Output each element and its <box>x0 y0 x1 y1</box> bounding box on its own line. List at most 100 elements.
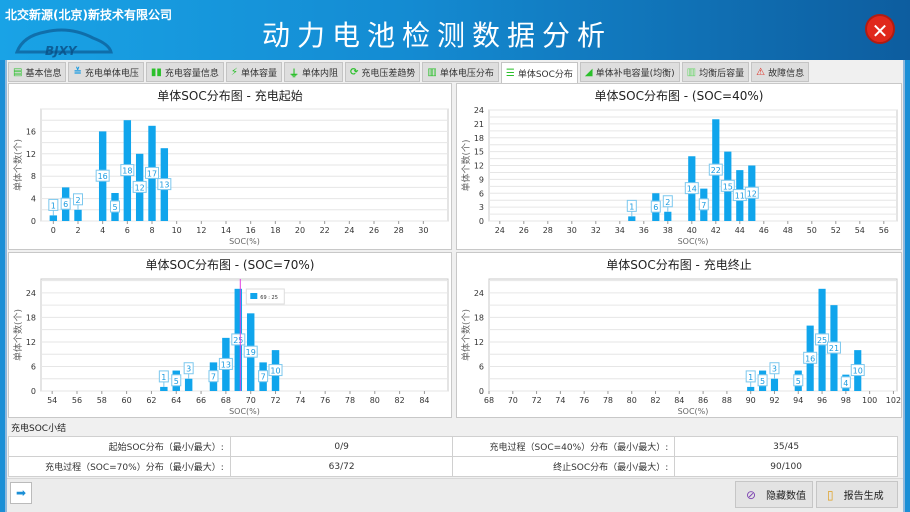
tab-label: 故障信息 <box>768 68 805 79</box>
x-tick-label: 82 <box>650 396 660 405</box>
y-tick-label: 6 <box>479 362 484 371</box>
y-tick-label: 6 <box>479 189 484 198</box>
y-tick-label: 0 <box>479 387 484 396</box>
data-label-box <box>826 341 841 354</box>
x-tick-label: 52 <box>831 226 841 235</box>
company-name: 北交新源(北京)新技术有限公司 <box>5 8 172 22</box>
generate-report-button[interactable]: ▯ 报告生成 <box>816 481 898 508</box>
x-tick-label: 42 <box>711 226 721 235</box>
x-tick-label: 92 <box>769 396 779 405</box>
data-label: 6 <box>63 200 68 209</box>
summary-value: 0/9 <box>229 436 454 457</box>
x-axis-label: SOC(%) <box>229 237 260 246</box>
data-label-box <box>850 364 865 377</box>
tab-2[interactable]: ▮▮ 充电容量信息 <box>145 62 224 82</box>
tab-4[interactable]: ⏚ 单体内阻 <box>283 62 343 82</box>
x-tick-label: 58 <box>97 396 107 405</box>
x-tick-label: 100 <box>862 396 877 405</box>
summary-key: 终止SOC分布（最小/最大）: <box>452 456 676 477</box>
chart-title: 单体SOC分布图 - 充电起始 <box>157 88 302 103</box>
x-tick-label: 62 <box>146 396 156 405</box>
tab-3[interactable]: ⚡ 单体容量 <box>225 62 282 82</box>
x-tick-label: 72 <box>531 396 541 405</box>
x-tick-label: 26 <box>369 226 379 235</box>
x-tick-label: 14 <box>221 226 231 235</box>
data-label-box <box>157 178 172 191</box>
hide-values-button[interactable]: ⊘ 隐藏数值 <box>735 481 813 508</box>
data-label: 25 <box>817 336 827 345</box>
data-label-box <box>684 182 699 195</box>
y-axis-label: 单体个数(个) <box>12 309 24 361</box>
tooltip-text: 69 : 25 <box>260 295 278 301</box>
y-tick-label: 8 <box>31 172 36 181</box>
summary-value: 35/45 <box>674 436 898 457</box>
tab-0[interactable]: ▤ 基本信息 <box>8 62 67 82</box>
x-tick-label: 54 <box>47 396 57 405</box>
tab-icon: ☰ <box>505 68 515 79</box>
tab-5[interactable]: ⟳ 充电压差趋势 <box>344 62 421 82</box>
car-logo: BJXY <box>15 28 113 58</box>
table-row: 起始SOC分布（最小/最大）: 0/9 充电过程（SOC=40%）分布（最小/最… <box>8 436 898 457</box>
x-tick-label: 24 <box>495 226 505 235</box>
y-tick-label: 6 <box>31 362 36 371</box>
y-tick-label: 4 <box>31 195 36 204</box>
data-label: 21 <box>829 344 839 353</box>
x-tick-label: 84 <box>419 396 429 405</box>
data-label: 17 <box>147 169 157 178</box>
data-label-box <box>95 169 110 182</box>
x-tick-label: 26 <box>519 226 529 235</box>
x-tick-label: 22 <box>320 226 330 235</box>
tab-icon: ▥ <box>686 66 697 78</box>
y-tick-label: 12 <box>26 338 36 347</box>
data-label: 2 <box>665 198 670 207</box>
x-tick-label: 44 <box>735 226 745 235</box>
x-tick-label: 30 <box>567 226 577 235</box>
tab-1[interactable]: ≚ 充电单体电压 <box>68 62 144 82</box>
x-tick-label: 16 <box>246 226 256 235</box>
x-tick-label: 98 <box>841 396 851 405</box>
data-label: 18 <box>122 167 132 176</box>
summary-key: 充电过程（SOC=70%）分布（最小/最大）: <box>8 456 231 477</box>
y-tick-label: 12 <box>26 150 36 159</box>
data-label: 5 <box>796 377 801 386</box>
bar <box>664 211 672 221</box>
y-tick-label: 18 <box>474 134 484 143</box>
clipboard-icon: ▯ <box>827 487 834 502</box>
tab-8[interactable]: ◢ 单体补电容量(均衡) <box>579 62 680 82</box>
arrow-right-icon: ➡ <box>15 486 27 500</box>
app-title: 动力电池检测数据分析 <box>262 19 613 52</box>
tab-10[interactable]: ⚠ 故障信息 <box>751 62 810 82</box>
data-label: 10 <box>270 367 280 376</box>
hide-values-label: 隐藏数值 <box>766 491 807 502</box>
x-axis-label: SOC(%) <box>678 407 709 416</box>
x-tick-label: 0 <box>51 226 56 235</box>
data-label: 15 <box>723 182 733 191</box>
x-tick-label: 4 <box>100 226 105 235</box>
chart-soc-40: 单体SOC分布图 - (SOC=40%) 0 3 6 9 12 15 18 21 24 24 26 28… <box>456 83 902 250</box>
data-label-box <box>73 193 83 206</box>
x-tick-label: 10 <box>172 226 182 235</box>
tab-6[interactable]: ▥ 单体电压分布 <box>422 62 499 82</box>
data-label-box <box>171 374 182 387</box>
tab-9[interactable]: ▥ 均衡后容量 <box>681 62 750 82</box>
close-icon[interactable]: ✕ <box>865 14 895 44</box>
bar <box>74 209 82 221</box>
table-row: 充电过程（SOC=70%）分布（最小/最大）: 63/72 终止SOC分布（最小… <box>8 456 898 477</box>
y-tick-label: 24 <box>26 289 36 298</box>
data-label-box <box>243 345 258 358</box>
data-label: 12 <box>747 189 757 198</box>
chart-svg: 单体SOC分布图 - 充电终止 0 6 12 18 24 68 70 72 74 76 78 80 82 8… <box>460 257 901 416</box>
chart-title: 单体SOC分布图 - (SOC=70%) <box>146 258 315 272</box>
x-tick-label: 68 <box>484 396 494 405</box>
logo-text: BJXY <box>45 44 78 58</box>
data-label-box <box>793 374 804 387</box>
data-label: 5 <box>760 377 765 386</box>
exit-arrow-button[interactable]: ➡ <box>10 482 32 504</box>
x-tick-label: 54 <box>855 226 865 235</box>
data-label-box <box>208 370 219 383</box>
x-tick-label: 18 <box>270 226 280 235</box>
x-tick-label: 74 <box>295 396 305 405</box>
y-tick-label: 0 <box>31 217 36 226</box>
tab-7[interactable]: ☰ 单体SOC分布 <box>500 62 578 84</box>
